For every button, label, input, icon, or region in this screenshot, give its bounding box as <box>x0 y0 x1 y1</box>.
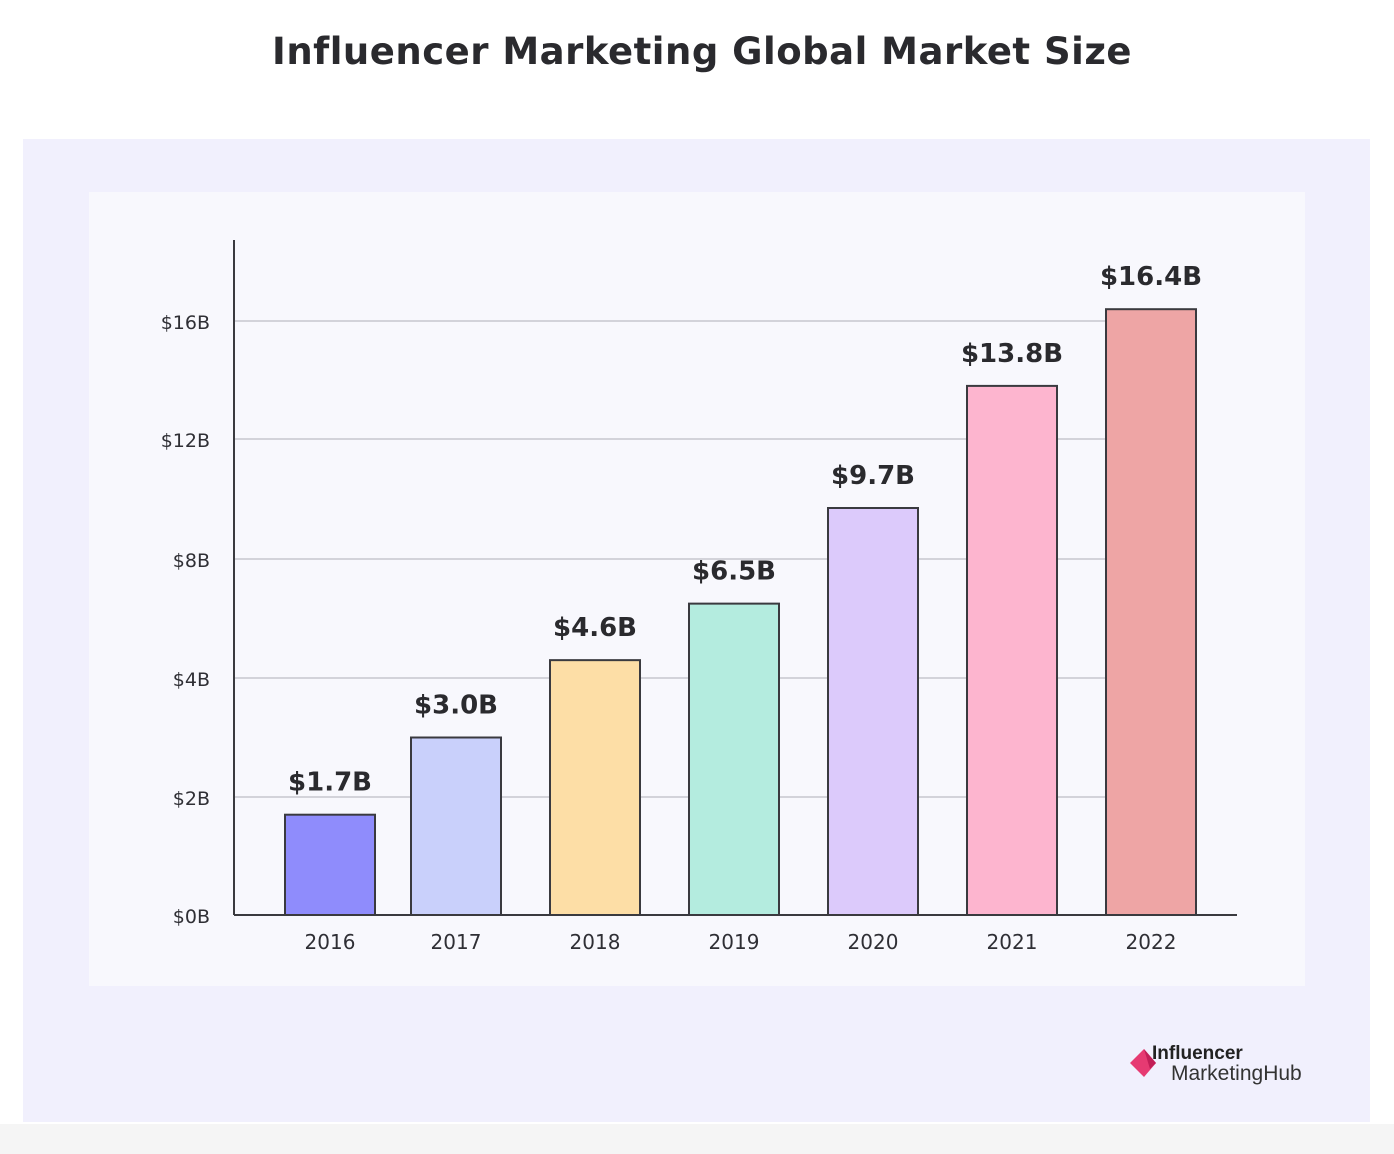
bar-2016 <box>284 813 376 917</box>
bottom-strip <box>0 1124 1394 1154</box>
y-tick-label: $12B <box>161 430 210 452</box>
x-tick-label: 2018 <box>570 930 621 954</box>
chart-title: Influencer Marketing Global Market Size <box>272 30 1132 73</box>
y-tick-label: $2B <box>173 788 210 810</box>
x-tick-label: 2020 <box>848 930 899 954</box>
bar-2019 <box>688 602 780 916</box>
logo-text-line2: MarketingHub <box>1171 1062 1302 1085</box>
x-tick-label: 2016 <box>305 930 356 954</box>
bar-2021 <box>966 384 1058 916</box>
data-label: $16.4B <box>1100 262 1202 292</box>
data-label: $4.6B <box>553 613 637 643</box>
data-label: $13.8B <box>961 339 1063 369</box>
y-tick-label: $0B <box>173 906 210 928</box>
data-label: $9.7B <box>831 461 915 491</box>
x-tick-label: 2019 <box>709 930 760 954</box>
x-tick-label: 2017 <box>431 930 482 954</box>
bar-2022 <box>1105 308 1197 916</box>
bar-2017 <box>410 736 502 916</box>
bar-2020 <box>827 507 919 916</box>
data-label: $3.0B <box>414 691 498 721</box>
y-tick-label: $8B <box>173 550 210 572</box>
logo-diamond-icon <box>1130 1049 1156 1077</box>
x-tick-label: 2021 <box>987 930 1038 954</box>
y-tick-label: $4B <box>173 669 210 691</box>
data-label: $6.5B <box>692 557 776 587</box>
x-tick-label: 2022 <box>1126 930 1177 954</box>
logo-text-line1: Influencer <box>1152 1043 1243 1064</box>
data-label: $1.7B <box>288 768 372 798</box>
brand-logo: Influencer MarketingHub <box>1130 1043 1320 1088</box>
y-tick-label: $16B <box>161 312 210 334</box>
bar-2018 <box>549 659 641 917</box>
